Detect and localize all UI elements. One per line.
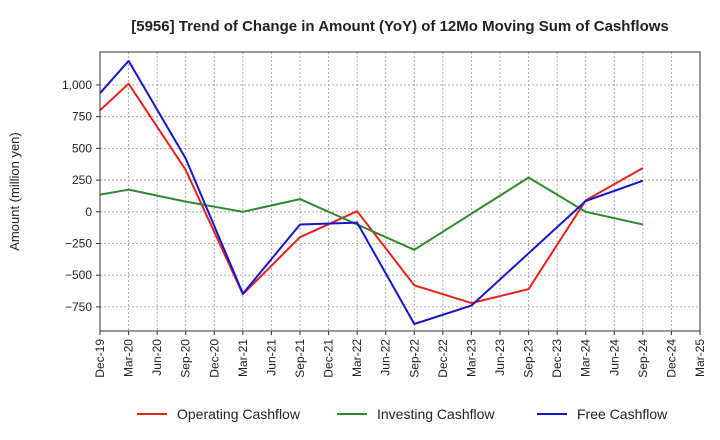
x-tick-label: Sep-24 bbox=[636, 339, 650, 378]
x-tick-label: Sep-21 bbox=[293, 339, 307, 378]
legend-label-investing-cashflow: Investing Cashflow bbox=[377, 406, 495, 422]
legend-label-free-cashflow: Free Cashflow bbox=[577, 406, 668, 422]
y-tick-label: 0 bbox=[85, 205, 92, 219]
chart-title: [5956] Trend of Change in Amount (YoY) o… bbox=[131, 18, 669, 35]
y-tick-label: 250 bbox=[72, 173, 92, 187]
plot-area bbox=[99, 51, 701, 332]
x-tick-label: Dec-23 bbox=[550, 339, 564, 378]
y-tick-label: 500 bbox=[72, 141, 92, 155]
y-tick-label: −250 bbox=[65, 236, 92, 250]
x-tick-label: Sep-23 bbox=[522, 339, 536, 378]
y-tick-label: 1,000 bbox=[62, 78, 92, 92]
x-tick-label: Jun-24 bbox=[607, 339, 621, 376]
y-axis-ticks: −750 −500 −250 0 250 500 750 1,000 bbox=[62, 78, 100, 314]
y-tick-label: 750 bbox=[72, 110, 92, 124]
legend-label-operating-cashflow: Operating Cashflow bbox=[177, 406, 301, 422]
x-tick-label: Dec-22 bbox=[436, 339, 450, 378]
y-tick-label: −750 bbox=[65, 300, 92, 314]
x-tick-label: Mar-22 bbox=[350, 339, 364, 377]
series-lines bbox=[99, 59, 644, 325]
x-tick-label: Mar-24 bbox=[579, 339, 593, 377]
grid bbox=[99, 52, 701, 331]
x-tick-label: Mar-23 bbox=[464, 339, 478, 377]
series-line-free-cashflow bbox=[99, 59, 644, 325]
x-tick-label: Jun-21 bbox=[264, 339, 278, 376]
series-line-operating-cashflow bbox=[99, 82, 644, 305]
x-tick-label: Mar-25 bbox=[693, 339, 707, 377]
x-tick-label: Jun-20 bbox=[150, 339, 164, 376]
x-tick-label: Dec-21 bbox=[322, 339, 336, 378]
series-line-investing-cashflow bbox=[99, 176, 644, 251]
x-tick-label: Dec-20 bbox=[207, 339, 221, 378]
x-tick-label: Mar-21 bbox=[236, 339, 250, 377]
x-tick-label: Jun-23 bbox=[493, 339, 507, 376]
x-tick-label: Sep-22 bbox=[407, 339, 421, 378]
x-tick-label: Sep-20 bbox=[179, 339, 193, 378]
x-tick-label: Dec-19 bbox=[93, 339, 107, 378]
legend: Operating Cashflow Investing Cashflow Free… bbox=[137, 406, 668, 422]
x-axis-ticks: Dec-19 Mar-20 Jun-20 Sep-20 Dec-20 Mar-21 Jun-… bbox=[93, 331, 707, 378]
x-tick-label: Mar-20 bbox=[122, 339, 136, 377]
x-tick-label: Jun-22 bbox=[379, 339, 393, 376]
x-tick-label: Dec-24 bbox=[664, 339, 678, 378]
y-tick-label: −500 bbox=[65, 268, 92, 282]
y-axis-label: Amount (million yen) bbox=[7, 132, 22, 251]
